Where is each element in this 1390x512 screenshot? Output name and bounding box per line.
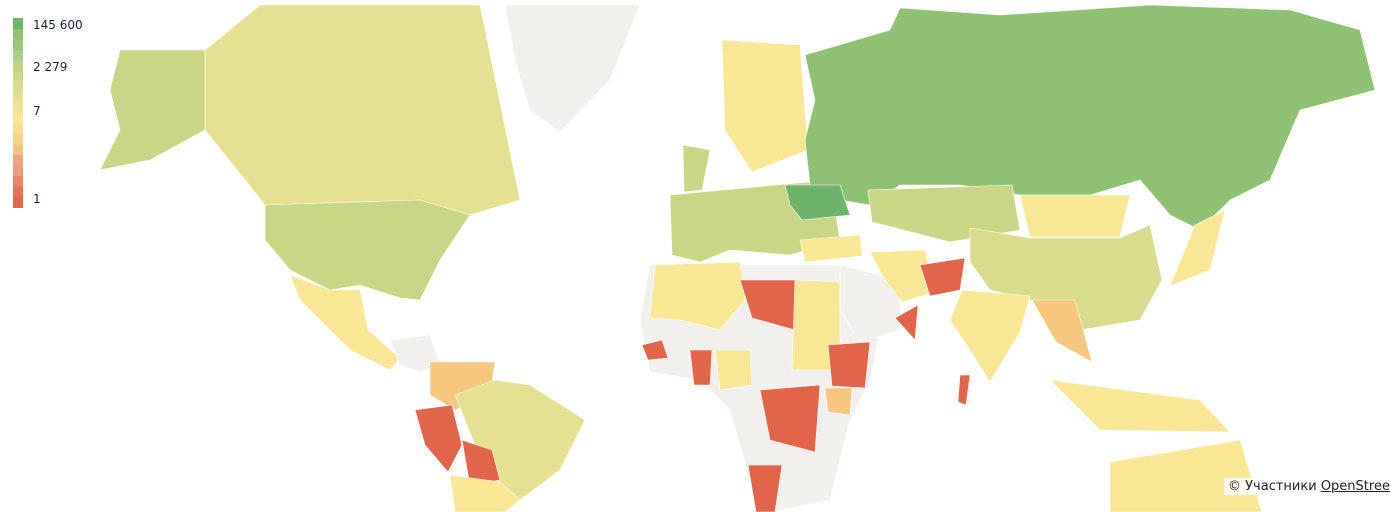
legend-swatch [13, 18, 23, 29]
region-australia[interactable] [1109, 439, 1263, 512]
region-india[interactable] [949, 289, 1031, 383]
region-alaska[interactable] [99, 49, 206, 171]
legend-swatch [13, 144, 23, 156]
region-madagascar[interactable] [957, 374, 971, 406]
region-nigeria[interactable] [714, 349, 753, 391]
region-southeast-asia[interactable] [1031, 299, 1093, 363]
region-ukraine[interactable] [784, 184, 851, 221]
legend-label-min: 1 [33, 192, 41, 206]
color-scale-legend: 145 600 2 279 7 1 [13, 18, 93, 209]
legend-swatch [13, 28, 23, 40]
legend-label-high: 2 279 [33, 60, 68, 74]
region-usa[interactable] [264, 199, 471, 301]
region-west-africa-coast[interactable] [641, 339, 669, 361]
region-southern-cone[interactable] [449, 474, 521, 512]
legend-label-max: 145 600 [33, 18, 83, 32]
legend-swatch [13, 134, 23, 146]
region-greenland[interactable] [504, 4, 641, 133]
legend-label-mid: 7 [33, 104, 41, 118]
region-north-africa[interactable] [649, 261, 746, 331]
region-iran[interactable] [869, 249, 936, 303]
legend-swatch [13, 176, 23, 188]
legend-swatch [13, 186, 23, 198]
region-afghanistan[interactable] [919, 257, 966, 297]
legend-swatch [13, 123, 23, 135]
legend-swatch [13, 197, 23, 209]
region-oman[interactable] [894, 304, 919, 341]
legend-swatch [13, 155, 23, 167]
region-mexico[interactable] [289, 274, 401, 371]
region-turkey[interactable] [799, 234, 863, 263]
legend-swatch [13, 49, 23, 61]
region-peru[interactable] [414, 404, 463, 473]
openstreetmap-link[interactable]: OpenStreetMap [1320, 479, 1390, 494]
attribution-prefix: © Участники [1228, 479, 1321, 494]
region-uk[interactable] [682, 144, 711, 193]
region-indonesia[interactable] [1049, 379, 1231, 433]
region-mongolia[interactable] [1019, 194, 1131, 238]
legend-swatch [13, 165, 23, 177]
region-kenya[interactable] [824, 387, 853, 416]
region-bolivia[interactable] [461, 439, 501, 487]
map-attribution: © Участники OpenStreetMap [1224, 478, 1390, 495]
legend-swatch [13, 102, 23, 114]
legend-swatch [13, 39, 23, 51]
region-scandinavia[interactable] [721, 39, 809, 173]
legend-swatch [13, 81, 23, 93]
region-japan[interactable] [1169, 209, 1226, 287]
region-ghana[interactable] [689, 349, 713, 386]
region-drc[interactable] [759, 384, 821, 453]
legend-swatch [13, 70, 23, 82]
region-ethiopia[interactable] [827, 341, 871, 389]
legend-swatch [13, 60, 23, 72]
legend-swatch [13, 91, 23, 103]
region-china[interactable] [969, 224, 1163, 331]
region-namibia[interactable] [747, 464, 783, 512]
region-canada[interactable] [204, 4, 521, 216]
legend-swatch [13, 113, 23, 124]
